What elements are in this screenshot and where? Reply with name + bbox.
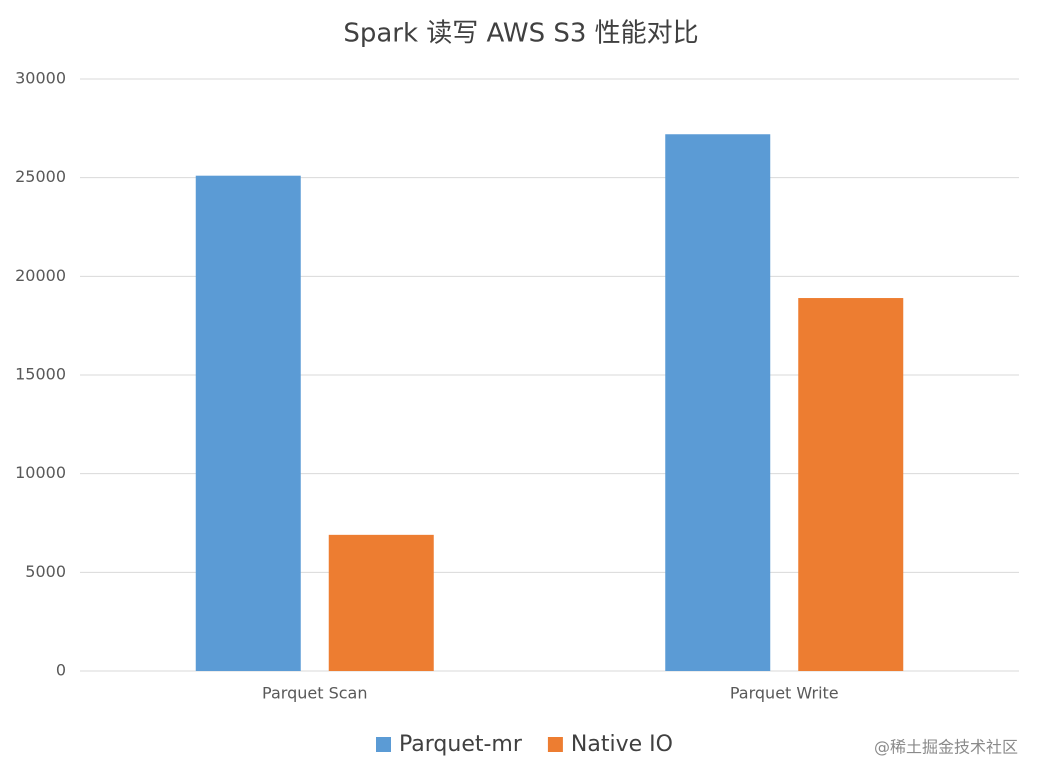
legend-swatch (547, 737, 563, 752)
y-tick-label: 5000 (25, 562, 66, 581)
watermark: @稀土掘金技术社区 (874, 738, 1018, 757)
y-tick-label: 0 (56, 661, 66, 680)
y-tick-label: 15000 (15, 365, 66, 384)
bar (328, 534, 434, 671)
legend-label: Parquet-mr (399, 732, 523, 757)
bar (195, 175, 301, 671)
legend-swatch (376, 737, 391, 752)
x-tick-label: Parquet Write (730, 684, 839, 703)
chart-title: Spark 读写 AWS S3 性能对比 (343, 19, 698, 49)
y-tick-label: 30000 (15, 69, 66, 88)
y-tick-label: 25000 (15, 167, 66, 186)
legend-label: Native IO (571, 732, 673, 757)
bar (665, 134, 771, 672)
bar (798, 298, 904, 671)
y-tick-label: 10000 (15, 463, 66, 482)
y-tick-label: 20000 (15, 266, 66, 285)
x-tick-label: Parquet Scan (262, 684, 367, 703)
